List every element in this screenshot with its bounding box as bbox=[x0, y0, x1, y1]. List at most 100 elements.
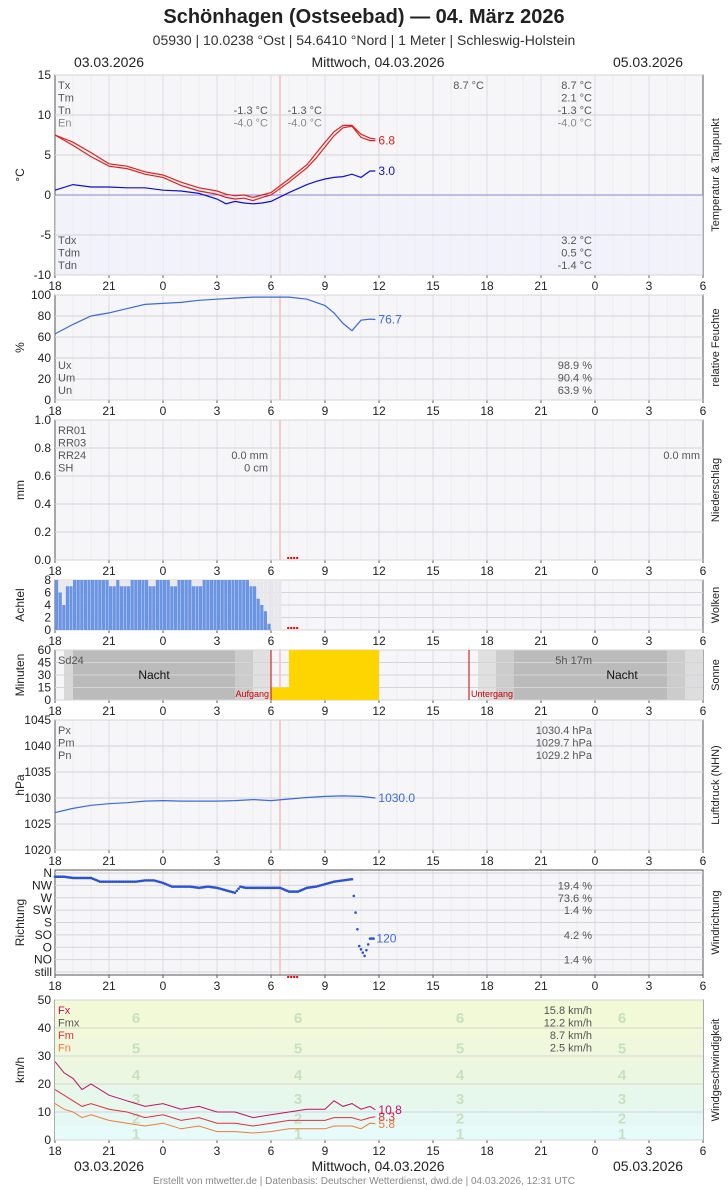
wind_speed-y-tick-label: 10 bbox=[38, 1105, 52, 1119]
pressure-y-tick-label: 1040 bbox=[24, 739, 51, 753]
wind_speed-end-label: 5.8 bbox=[378, 1117, 395, 1131]
wind_direction-point bbox=[55, 875, 59, 879]
wind_direction-legend-value: 73.6 % bbox=[558, 893, 592, 905]
precipitation-x-tick-label: 12 bbox=[372, 564, 386, 578]
wind_direction-now-marker bbox=[290, 976, 293, 978]
wind_direction-point bbox=[370, 937, 374, 940]
clouds-now-marker bbox=[287, 627, 290, 629]
precipitation-x-tick-label: 18 bbox=[480, 564, 494, 578]
clouds-bar bbox=[242, 580, 246, 630]
humidity-y-tick-label: 40 bbox=[38, 351, 52, 365]
clouds-bar bbox=[195, 586, 199, 630]
humidity-legend-label: Um bbox=[58, 373, 75, 385]
wind_speed-x-tick-label: 15 bbox=[426, 1144, 440, 1158]
wind_direction-point bbox=[251, 886, 255, 890]
precipitation-y-tick-label: 0.2 bbox=[34, 525, 51, 539]
wind_direction-point bbox=[109, 880, 113, 883]
wind_direction-end-label: 120 bbox=[376, 932, 396, 946]
clouds-x-tick-label: 18 bbox=[48, 634, 62, 648]
wind_speed-beaufort-band bbox=[55, 1000, 703, 1034]
wind_direction-point bbox=[350, 877, 354, 881]
wind_direction-point bbox=[246, 886, 249, 890]
station-info: 05930 | 10.0238 °Ost | 54.6410 °Nord | 1… bbox=[152, 32, 576, 48]
clouds-bar bbox=[62, 605, 66, 630]
wind_speed-end-label: 8.3 bbox=[378, 1110, 395, 1124]
wind_direction-point bbox=[116, 880, 120, 883]
date-left-top: 03.03.2026 bbox=[74, 54, 144, 70]
wind_direction-point bbox=[111, 880, 114, 883]
pressure-x-tick-label: 6 bbox=[268, 854, 275, 868]
humidity-x-tick-label: 9 bbox=[322, 404, 329, 418]
clouds-bar bbox=[170, 586, 174, 630]
temperature-x-tick-label: 15 bbox=[426, 279, 440, 293]
wind_direction-now-marker bbox=[287, 976, 290, 978]
wind_speed-x-tick-label: 21 bbox=[102, 1144, 116, 1158]
wind_direction-point bbox=[150, 879, 154, 882]
wind_speed-beaufort-label: 6 bbox=[294, 1010, 302, 1027]
wind_direction-point bbox=[147, 879, 150, 882]
wind_speed-y-tick-label: 40 bbox=[38, 1021, 52, 1035]
wind_direction-point bbox=[361, 951, 365, 954]
clouds-x-tick-label: 12 bbox=[372, 634, 386, 648]
wind_direction-point bbox=[294, 890, 298, 893]
temperature-legend-label: Tdn bbox=[58, 260, 77, 272]
temperature-legend-label: Tdx bbox=[58, 235, 77, 247]
wind_speed-legend-value: 8.7 km/h bbox=[550, 1030, 592, 1042]
wind_direction-point bbox=[357, 944, 361, 948]
footer-credits: Erstellt von mtwetter.de | Datenbasis: D… bbox=[153, 1176, 575, 1187]
precipitation-x-tick-label: 21 bbox=[102, 564, 116, 578]
wind_direction-point bbox=[127, 880, 131, 883]
temperature-y-label: °C bbox=[13, 168, 27, 182]
wind_direction-point bbox=[275, 886, 278, 890]
wind_direction-point bbox=[368, 937, 372, 940]
wind_direction-point bbox=[183, 885, 186, 888]
temperature-y-tick-label: 10 bbox=[38, 108, 52, 122]
clouds-bar bbox=[173, 586, 177, 630]
temperature-x-tick-label: 12 bbox=[372, 279, 386, 293]
clouds-bar bbox=[116, 580, 120, 630]
sunshine-x-tick-label: 18 bbox=[48, 704, 62, 718]
wind_direction-legend-value: 1.4 % bbox=[564, 955, 592, 967]
wind_direction-x-tick-label: 6 bbox=[268, 979, 275, 993]
clouds-x-tick-label: 0 bbox=[160, 634, 167, 648]
pressure-x-tick-label: 0 bbox=[160, 854, 167, 868]
wind_direction-y-label: Richtung bbox=[13, 899, 27, 946]
temperature-legend-value: -4.0 °C bbox=[288, 118, 322, 130]
clouds-side-label: Wolken bbox=[710, 587, 722, 623]
clouds-now-marker bbox=[296, 627, 299, 629]
precipitation-x-tick-label: 3 bbox=[214, 564, 221, 578]
pressure-y-tick-label: 1035 bbox=[24, 765, 51, 779]
precipitation-legend-value: 0 cm bbox=[244, 463, 268, 475]
sunshine-x-tick-label: 18 bbox=[480, 704, 494, 718]
clouds-bar-bg bbox=[274, 580, 278, 630]
clouds-bar bbox=[199, 586, 203, 630]
clouds-bar bbox=[80, 580, 84, 630]
clouds-bar bbox=[101, 580, 105, 630]
clouds-x-tick-label: 9 bbox=[322, 634, 329, 648]
wind_speed-legend-value: 15.8 km/h bbox=[544, 1005, 592, 1017]
clouds-bar bbox=[213, 580, 217, 630]
wind_direction-point bbox=[177, 885, 181, 888]
pressure-x-tick-label: 18 bbox=[48, 854, 62, 868]
wind_direction-point bbox=[293, 890, 296, 893]
clouds-bar bbox=[181, 580, 185, 630]
wind_speed-side-label: Windgeschwindigkeit bbox=[710, 1019, 722, 1122]
wind_speed-beaufort-label: 3 bbox=[132, 1091, 140, 1108]
wind_speed-beaufort-label: 4 bbox=[618, 1067, 627, 1084]
humidity-y-tick-label: 100 bbox=[31, 288, 51, 302]
wind_speed-y-tick-label: 0 bbox=[44, 1133, 51, 1147]
pressure-end-label: 1030.0 bbox=[378, 791, 415, 805]
wind_direction-point bbox=[120, 880, 123, 883]
wind_speed-beaufort-band bbox=[55, 1126, 703, 1140]
temperature-x-tick-label: 6 bbox=[268, 279, 275, 293]
wind_speed-beaufort-label: 3 bbox=[456, 1091, 464, 1108]
wind_direction-point bbox=[248, 886, 251, 890]
wind_speed-beaufort-label: 4 bbox=[294, 1067, 303, 1084]
wind_direction-point bbox=[149, 879, 152, 882]
wind_speed-beaufort-band bbox=[55, 1033, 703, 1062]
temperature-legend-value: -4.0 °C bbox=[234, 118, 268, 130]
pressure-x-tick-label: 18 bbox=[480, 854, 494, 868]
humidity-x-tick-label: 21 bbox=[102, 404, 116, 418]
wind_direction-point bbox=[266, 886, 269, 890]
pressure-x-tick-label: 3 bbox=[646, 854, 653, 868]
